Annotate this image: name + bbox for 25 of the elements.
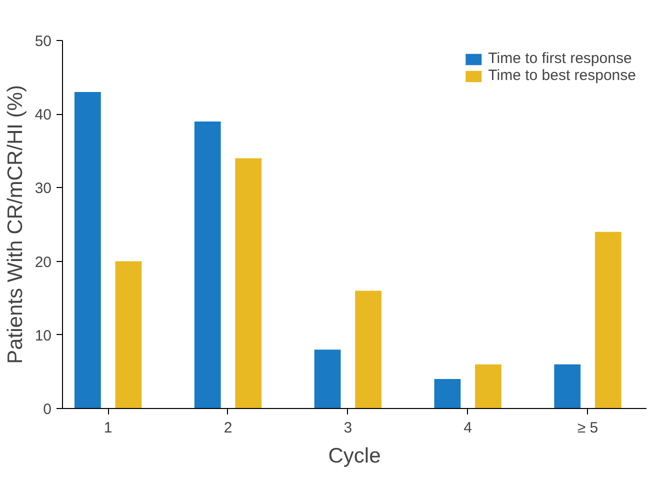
y-tick-label: 30: [34, 180, 52, 198]
y-tick-label: 50: [34, 33, 52, 50]
bar: [314, 350, 341, 408]
bar: [554, 364, 581, 408]
x-tick-label: 4: [464, 420, 472, 436]
y-axis-title: Patients With CR/mCR/HI (%): [4, 85, 27, 364]
x-tick-label: 3: [344, 420, 352, 436]
bar: [594, 232, 622, 408]
bar: [74, 92, 101, 408]
bar: [434, 379, 461, 408]
legend-label: Time to first response: [488, 50, 632, 67]
bar: [355, 290, 382, 408]
x-tick-label: 2: [224, 420, 232, 436]
x-axis-title: Cycle: [328, 444, 381, 468]
y-tick-label: 40: [34, 106, 52, 124]
bar: [194, 121, 221, 408]
y-tick-label: 10: [34, 327, 52, 344]
x-tick-label: 1: [104, 420, 112, 436]
y-tick-label: 0: [43, 401, 52, 418]
bar: [115, 261, 142, 408]
legend-label: Time to best response: [488, 67, 636, 84]
y-tick-label: 20: [34, 254, 52, 271]
bar: [235, 158, 262, 408]
bar: [475, 364, 502, 408]
x-tick-label: ≥ 5: [577, 420, 598, 436]
